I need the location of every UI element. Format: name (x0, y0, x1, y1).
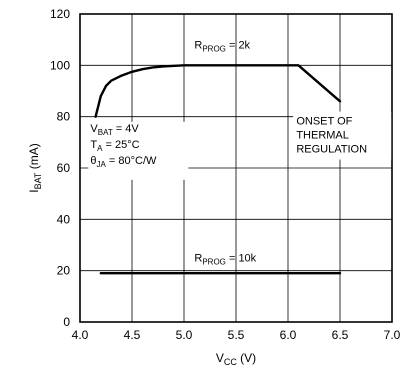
series-label-rprog-2k-rest: = 2k (226, 40, 251, 52)
condition-ta-main: T (90, 139, 97, 151)
x-axis-title: VCC (V) (216, 351, 256, 367)
series-label-rprog-10k: RPROG = 10k (194, 253, 256, 267)
condition-vbat: VBAT = 4V (90, 123, 139, 137)
y-axis-title-main: I (27, 189, 41, 192)
ticks: 4.0 4.5 5.0 5.5 6.0 6.5 7.0 0 20 40 60 80 100 120 (50, 7, 401, 342)
conditions-box: VBAT = 4V TA = 25°C θJA = 80°C/W (88, 121, 189, 180)
x-tick-label: 4.5 (124, 328, 141, 342)
x-tick-label: 4.0 (72, 328, 89, 342)
conditions-background (88, 121, 189, 180)
series-label-rprog-10k-main: R (194, 253, 202, 265)
y-tick-label: 60 (57, 161, 71, 175)
annotation-line-1: ONSET OF (296, 115, 352, 127)
condition-vbat-rest: = 4V (113, 123, 140, 135)
x-tick-label: 6.5 (332, 328, 349, 342)
y-tick-label: 120 (50, 7, 70, 21)
series-label-rprog-2k: RPROG = 2k (194, 40, 250, 54)
y-tick-label: 80 (57, 110, 71, 124)
series-label-rprog-2k-main: R (194, 40, 202, 52)
x-axis-title-unit: (V) (237, 351, 256, 365)
series-line-rprog-2k (94, 64, 342, 118)
condition-theta-ja-sub: JA (97, 160, 107, 169)
condition-theta-ja: θJA = 80°C/W (90, 155, 157, 169)
condition-theta-ja-main: θ (90, 155, 96, 167)
condition-vbat-sub: BAT (98, 128, 113, 137)
x-tick-label: 7.0 (384, 328, 401, 342)
series-label-rprog-2k-sub: PROG (202, 45, 226, 54)
y-tick-label: 0 (63, 315, 70, 329)
x-axis-title-sub: CC (224, 357, 237, 367)
annotation-onset-thermal-regulation: ONSET OF THERMAL REGULATION (293, 111, 392, 160)
annotation-line-2: THERMAL (296, 129, 349, 141)
series-layer (94, 64, 342, 275)
condition-theta-ja-rest: = 80°C/W (106, 155, 157, 167)
condition-ta: TA = 25°C (90, 139, 139, 153)
x-tick-label: 6.0 (280, 328, 297, 342)
condition-ta-rest: = 25°C (102, 139, 139, 151)
y-axis-title-sub: BAT (33, 172, 43, 189)
plot-frame (79, 13, 393, 323)
series-label-rprog-10k-rest: = 10k (226, 253, 257, 265)
y-axis-title-unit: (mA) (27, 143, 41, 172)
x-tick-label: 5.0 (176, 328, 193, 342)
condition-vbat-main: V (90, 123, 98, 135)
series-label-rprog-10k-sub: PROG (202, 258, 226, 267)
condition-ta-sub: A (97, 144, 103, 153)
annotation-background (293, 111, 392, 160)
annotation-line-3: REGULATION (296, 143, 367, 155)
x-tick-label: 5.5 (228, 328, 245, 342)
y-tick-label: 20 (57, 264, 71, 278)
y-tick-label: 40 (57, 212, 71, 226)
x-axis-title-main: V (216, 351, 224, 365)
y-tick-label: 100 (50, 58, 70, 72)
y-axis-title: IBAT (mA) (27, 143, 43, 193)
